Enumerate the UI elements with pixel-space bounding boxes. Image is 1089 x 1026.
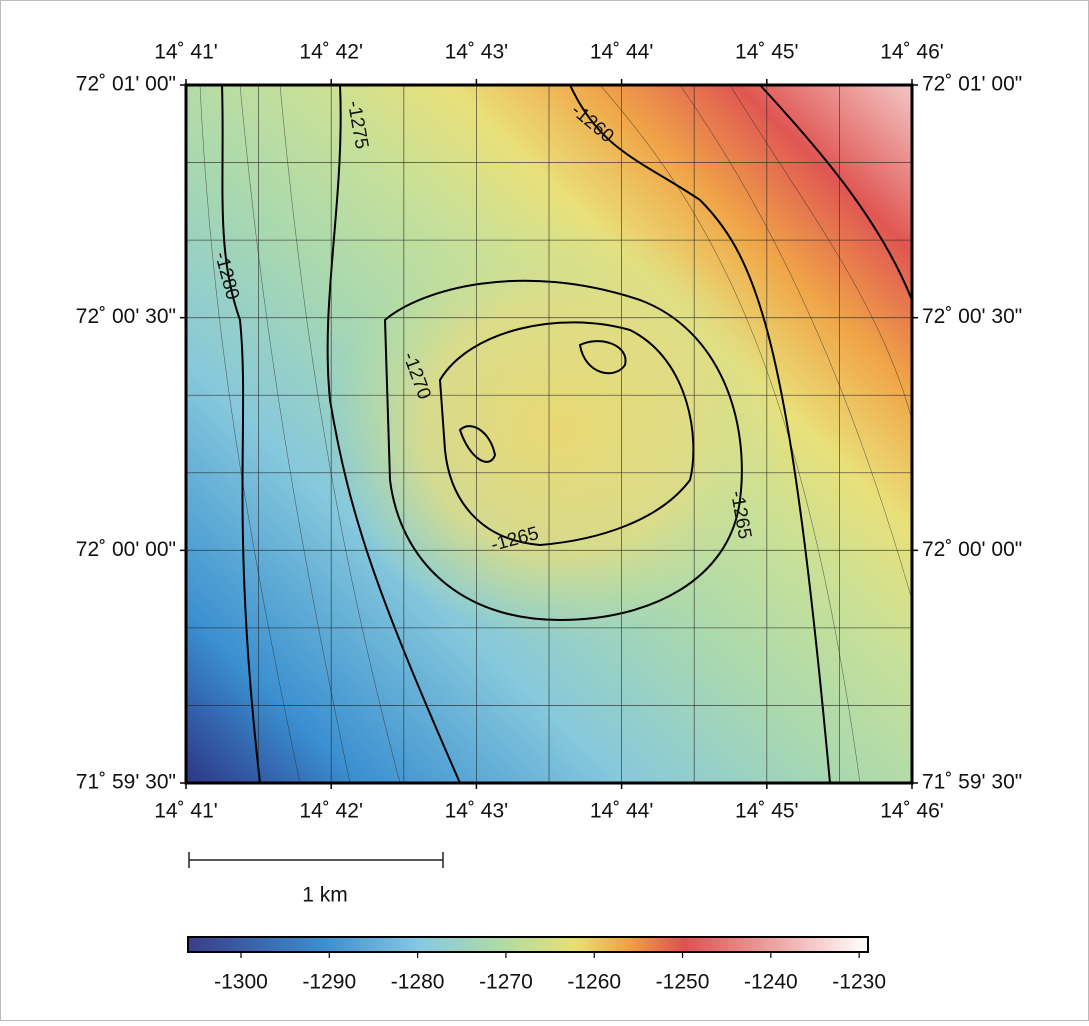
x-tick-label-bottom: 14˚ 45' xyxy=(735,800,799,823)
y-tick-label-left: 72˚ 01' 00" xyxy=(76,73,176,96)
x-tick-label-bottom: 14˚ 41' xyxy=(154,800,218,823)
y-tick-label-left: 72˚ 00' 00" xyxy=(76,538,176,561)
colorbar xyxy=(187,936,869,953)
y-tick-label-left: 71˚ 59' 30" xyxy=(76,771,176,794)
x-tick-label-top: 14˚ 42' xyxy=(299,41,363,64)
colorbar-tick-label: -1230 xyxy=(832,971,886,994)
colorbar-tick-label: -1260 xyxy=(567,971,621,994)
colorbar-tick-label: -1250 xyxy=(656,971,710,994)
y-tick-label-right: 71˚ 59' 30" xyxy=(922,771,1022,794)
colorbar-tick-label: -1240 xyxy=(744,971,798,994)
scale-bar-label: 1 km xyxy=(302,884,348,907)
colorbar-tick-label: -1280 xyxy=(391,971,445,994)
x-tick-label-top: 14˚ 44' xyxy=(590,41,654,64)
x-tick-label-top: 14˚ 45' xyxy=(735,41,799,64)
colorbar-tick-label: -1290 xyxy=(302,971,356,994)
x-tick-label-bottom: 14˚ 43' xyxy=(445,800,509,823)
colorbar-tick-label: -1300 xyxy=(214,971,268,994)
x-tick-label-bottom: 14˚ 42' xyxy=(299,800,363,823)
y-tick-label-right: 72˚ 01' 00" xyxy=(922,73,1022,96)
x-tick-label-top: 14˚ 43' xyxy=(445,41,509,64)
x-tick-label-top: 14˚ 41' xyxy=(154,41,218,64)
map-border xyxy=(184,83,914,785)
y-tick-label-right: 72˚ 00' 00" xyxy=(922,538,1022,561)
x-tick-label-bottom: 14˚ 46' xyxy=(880,800,944,823)
x-tick-label-top: 14˚ 46' xyxy=(880,41,944,64)
y-tick-label-right: 72˚ 00' 30" xyxy=(922,305,1022,328)
y-tick-label-left: 72˚ 00' 30" xyxy=(76,305,176,328)
axis-labels: 14˚ 41' 14˚ 41' 14˚ 42' 14˚ 42' 14˚ 43' 14˚ 4… xyxy=(76,41,1022,823)
colorbar-tick-label: -1270 xyxy=(479,971,533,994)
x-tick-label-bottom: 14˚ 44' xyxy=(590,800,654,823)
